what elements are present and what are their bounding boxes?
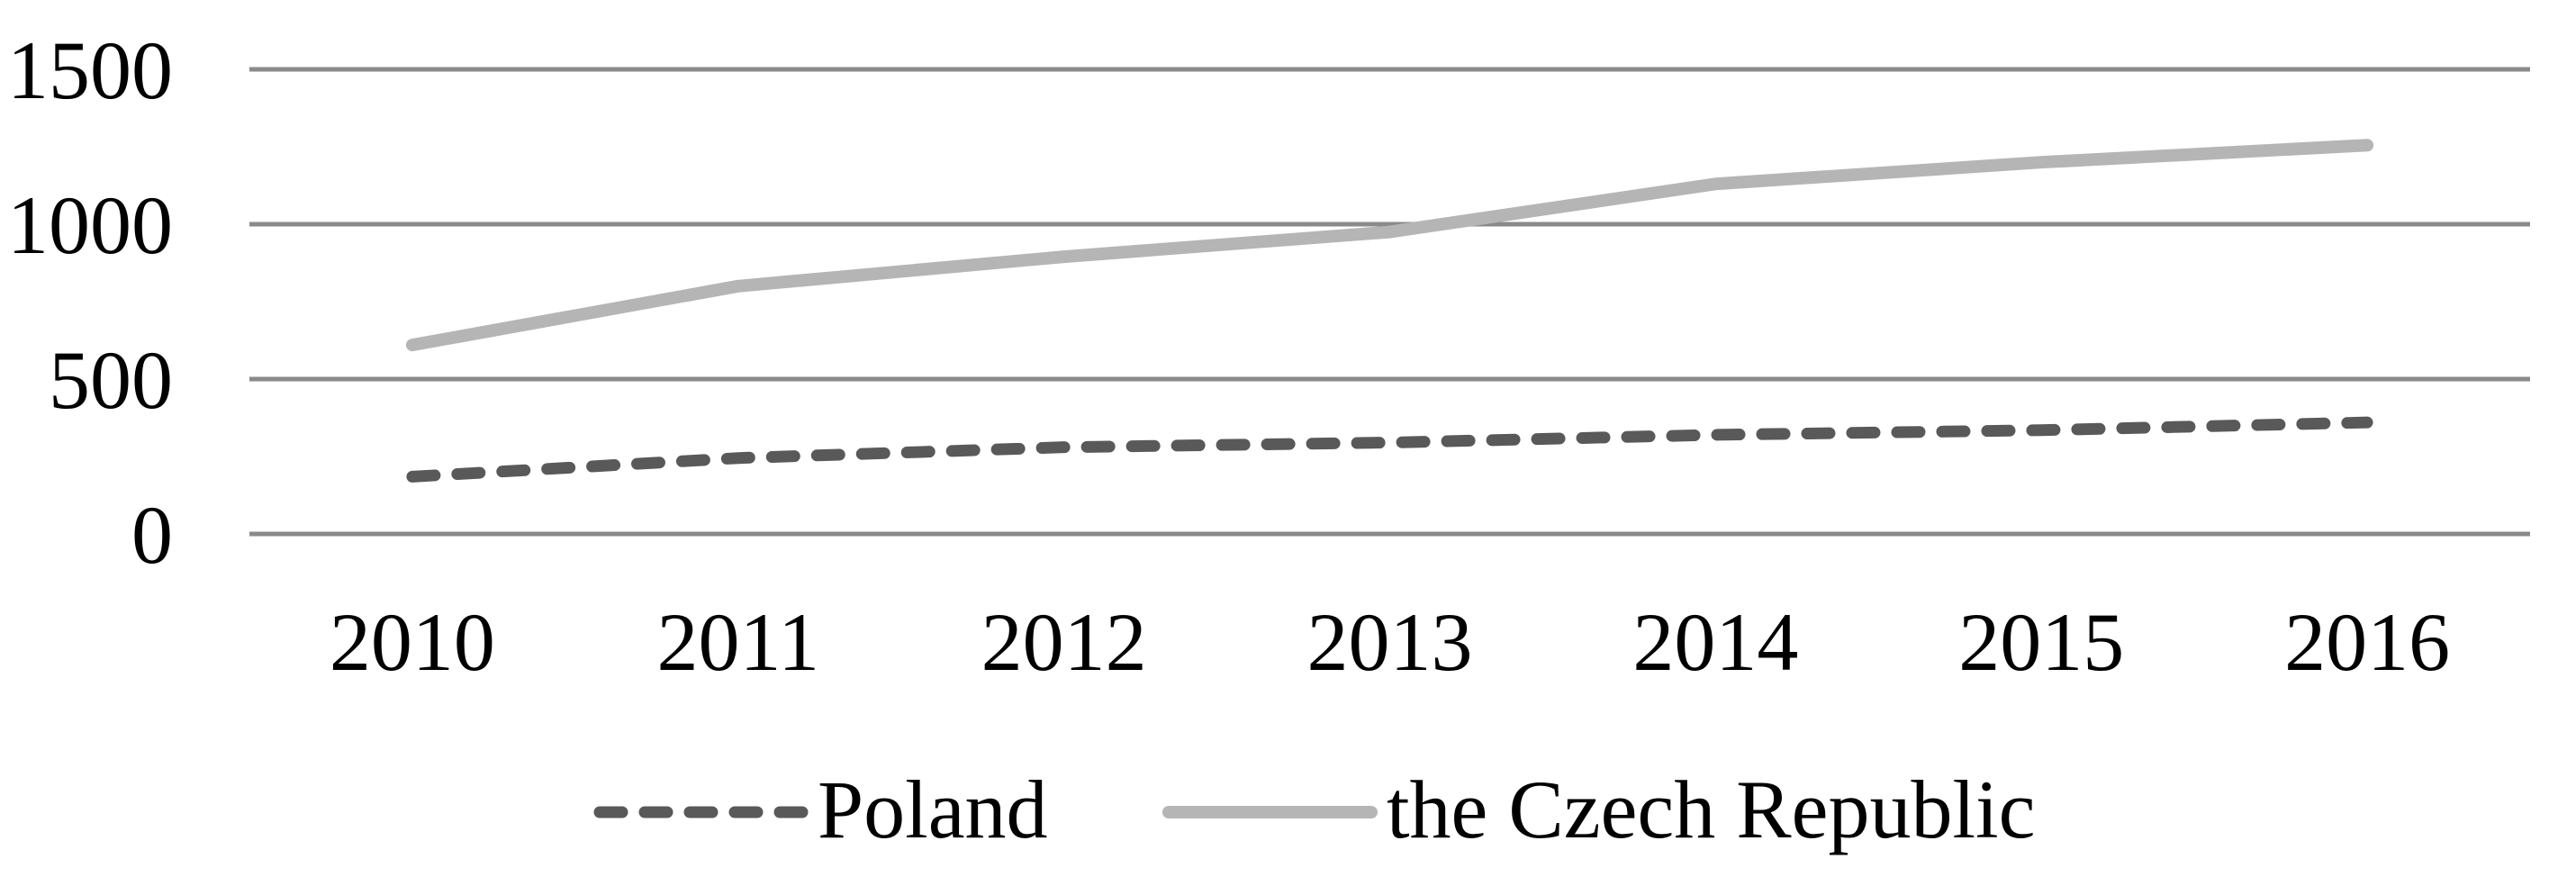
y-axis-tick-label-500: 500 (49, 334, 173, 426)
x-axis-tick-label-2014: 2014 (1632, 596, 1798, 688)
legend: Poland the Czech Republic (593, 764, 2035, 855)
gridlines (249, 67, 2530, 537)
y-axis-tick-label-1000: 1000 (7, 179, 173, 271)
x-axis-tick-label-2010: 2010 (330, 596, 495, 688)
x-axis-tick-labels: 2010 2011 2012 2013 2014 2015 2016 (330, 596, 2450, 688)
x-axis-tick-label-2015: 2015 (1958, 596, 2124, 688)
series-line-the-czech-republic (405, 139, 2374, 352)
x-axis-tick-label-2012: 2012 (981, 596, 1147, 688)
x-axis-tick-label-2016: 2016 (2284, 596, 2450, 688)
legend-czech-republic-label: the Czech Republic (1387, 764, 2035, 855)
y-axis-tick-label-1500: 1500 (7, 24, 173, 116)
y-axis-tick-labels: 0 500 1000 1500 (7, 24, 173, 581)
y-axis-tick-label-0: 0 (131, 489, 173, 581)
x-axis-tick-label-2011: 2011 (656, 596, 819, 688)
data-series-lines (405, 139, 2374, 483)
series-line-poland (406, 416, 2373, 483)
x-axis-tick-label-2013: 2013 (1307, 596, 1473, 688)
legend-poland-label: Poland (818, 764, 1048, 855)
